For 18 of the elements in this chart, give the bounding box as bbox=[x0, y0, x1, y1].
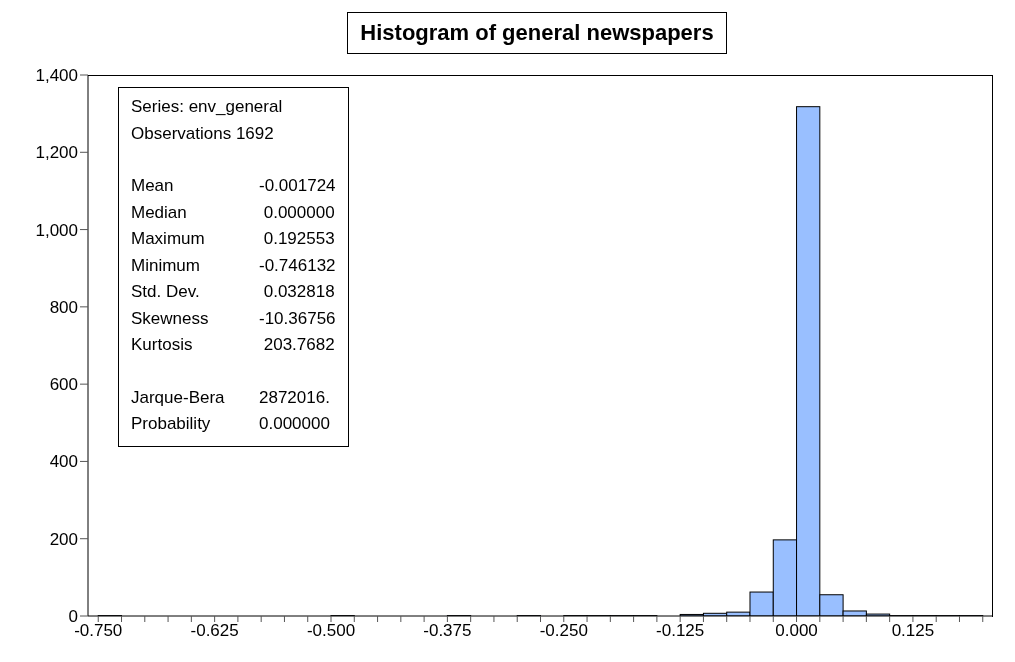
y-tick-label: 400 bbox=[49, 452, 78, 472]
x-tick-label: -0.500 bbox=[306, 621, 356, 641]
x-tick-label: -0.125 bbox=[656, 621, 705, 641]
y-tick-label: 600 bbox=[49, 375, 78, 395]
x-tick-label: -0.250 bbox=[539, 621, 588, 641]
x-tick-label: -0.625 bbox=[190, 621, 239, 641]
y-tick-label: 800 bbox=[49, 297, 78, 317]
text: Mean -0.001724 Median 0.000000 Maximum 0.192553 Minimum -0.746132 Std. Dev. 0.032818 Skewness -10.36756 Kurtosis 203.7682 bbox=[131, 176, 336, 354]
y-tick-label: 1,400 bbox=[35, 66, 78, 86]
y-tick-label: 1,000 bbox=[35, 220, 78, 240]
text: Jarque-Bera 2872016. Probability 0.000000 bbox=[131, 387, 330, 433]
x-tick-label: 0.125 bbox=[891, 621, 935, 641]
annotation: Series: env_general Observations 1692 bbox=[131, 96, 283, 145]
y-tick-label: 1,200 bbox=[35, 143, 78, 163]
y-tick-label: 200 bbox=[49, 529, 78, 549]
x-tick-label: -0.375 bbox=[423, 621, 472, 641]
x-tick-label: 0.000 bbox=[775, 621, 818, 641]
chart-title: Histogram of general newspapers bbox=[347, 12, 727, 54]
